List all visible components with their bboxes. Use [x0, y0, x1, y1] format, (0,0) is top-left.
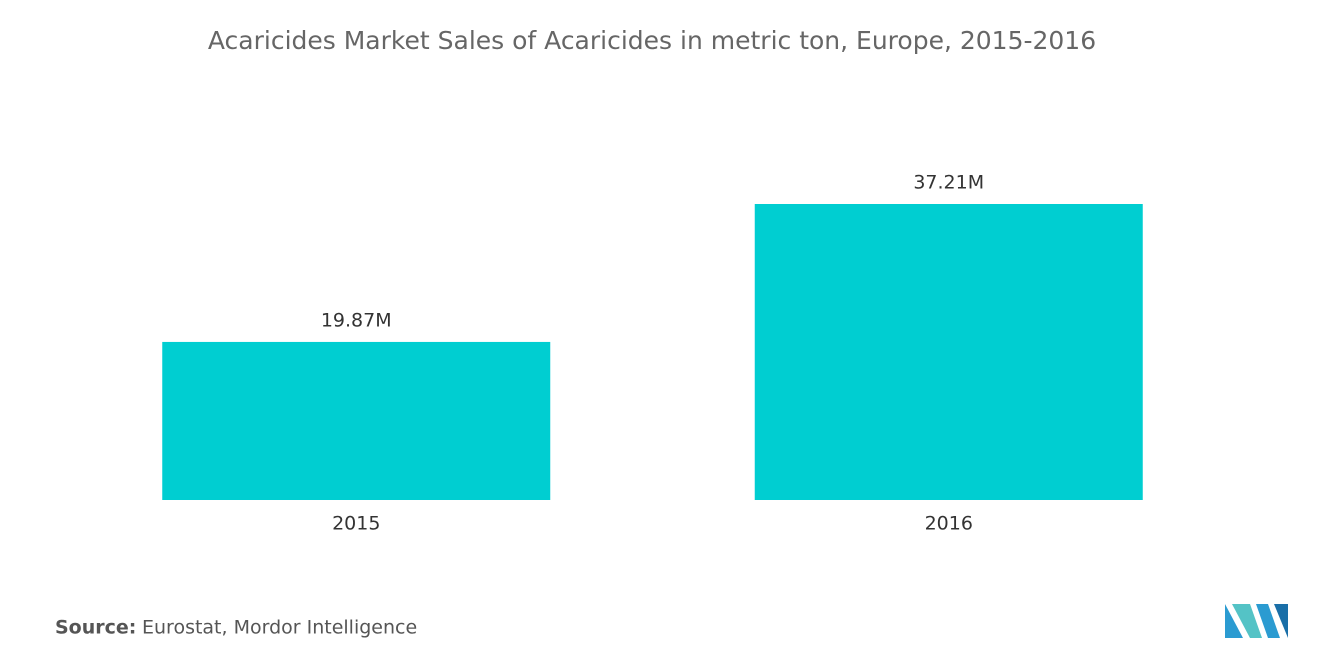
x-tick-label: 2015	[332, 513, 380, 535]
source-label: Source:	[55, 617, 136, 639]
x-tick-label: 2016	[925, 513, 973, 535]
chart-title: Acaricides Market Sales of Acaricides in…	[208, 26, 1096, 55]
bar	[754, 204, 1143, 500]
bar	[162, 341, 551, 500]
source: Eurostat, Mordor Intelligence	[142, 617, 417, 639]
value-label: 19.87M	[321, 309, 392, 331]
value-label: 37.21M	[913, 172, 984, 194]
logo	[1225, 604, 1288, 638]
